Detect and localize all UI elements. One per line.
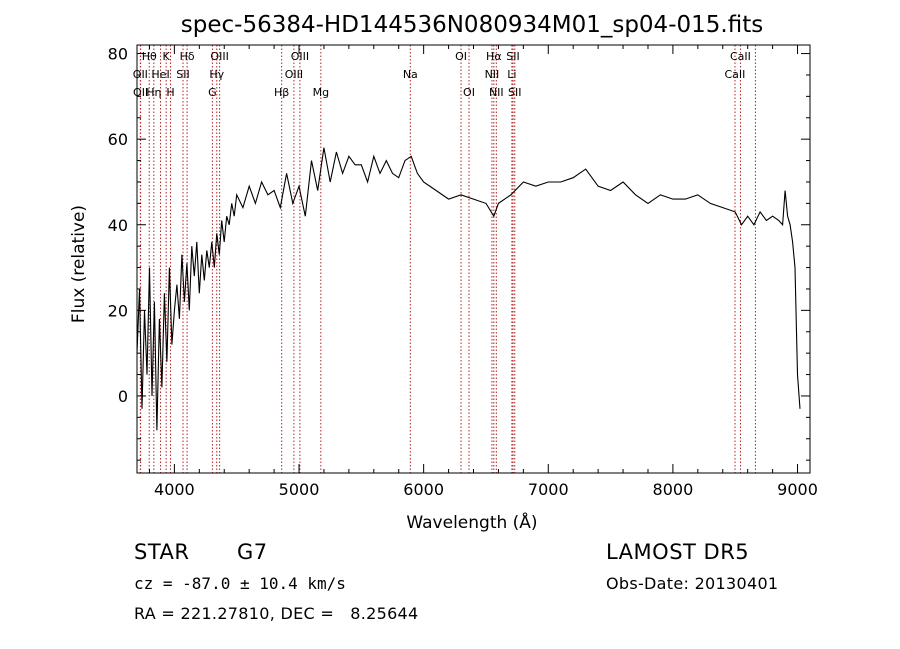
observation-date: Obs-Date: 20130401 — [606, 574, 779, 593]
line-label: Hθ — [142, 50, 157, 63]
survey-label: LAMOST DR5 — [606, 540, 750, 564]
chart-title: spec-56384-HD144536N080934M01_sp04-015.f… — [181, 12, 763, 38]
line-label: Hβ — [274, 86, 289, 99]
x-tick-label: 7000 — [528, 480, 569, 499]
line-label: OI — [455, 50, 467, 63]
y-tick-label: 80 — [108, 45, 128, 64]
line-label: CaII — [725, 68, 746, 81]
line-label: Mg — [313, 86, 329, 99]
line-label: G — [208, 86, 217, 99]
x-tick-label: 6000 — [403, 480, 444, 499]
y-tick-label: 0 — [118, 387, 128, 406]
line-label: HeI — [151, 68, 169, 81]
line-label: K — [163, 50, 171, 63]
line-label: OIII — [285, 68, 303, 81]
line-label: Hα — [486, 50, 502, 63]
x-tick-label: 8000 — [653, 480, 694, 499]
x-tick-label: 5000 — [279, 480, 320, 499]
line-label: OII — [133, 68, 148, 81]
x-axis-label: Wavelength (Å) — [406, 511, 537, 533]
x-tick-label: 4000 — [154, 480, 195, 499]
coordinates: RA = 221.27810, DEC = 8.25644 — [134, 604, 419, 623]
line-label: NII — [485, 68, 500, 81]
line-label: Hγ — [209, 68, 224, 81]
line-label: Hδ — [180, 50, 195, 63]
line-labels: Hθ K Hδ OIII OIII OI Hα SII CaII OII HeI SII Hγ OIII N… — [133, 0, 766, 99]
spectral-line-markers — [139, 45, 756, 473]
line-label: SII — [508, 86, 521, 99]
line-label: Na — [403, 68, 418, 81]
y-tick-label: 40 — [108, 216, 128, 235]
line-label: CaII — [730, 50, 751, 63]
line-label: SII — [506, 50, 519, 63]
redshift-velocity: cz = -87.0 ± 10.4 km/s — [134, 574, 346, 593]
line-label: Hη — [146, 86, 161, 99]
axis-ticks: 4000 5000 6000 7000 8000 9000 0 20 40 60 80 — [108, 45, 818, 499]
line-label: SII — [176, 68, 189, 81]
line-label: CaII — [745, 0, 766, 3]
line-label: OI — [463, 86, 475, 99]
y-tick-label: 20 — [108, 301, 128, 320]
y-tick-label: 60 — [108, 130, 128, 149]
line-label: NII — [489, 86, 504, 99]
line-label: OII — [133, 86, 148, 99]
subclass: G7 — [237, 540, 268, 564]
line-label: Li — [507, 68, 516, 81]
object-type: STAR — [134, 540, 190, 564]
line-label: H — [166, 86, 174, 99]
line-label: OIII — [210, 50, 228, 63]
x-tick-label: 9000 — [777, 480, 818, 499]
spectrum-line — [136, 147, 801, 431]
plot-frame — [136, 44, 811, 474]
line-label: OIII — [291, 50, 309, 63]
spectrum-series — [136, 147, 801, 431]
y-axis-label: Flux (relative) — [69, 205, 89, 323]
